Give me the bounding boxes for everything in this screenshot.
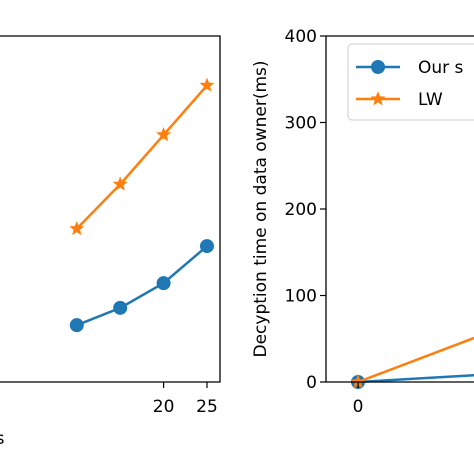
right-y-tick-label-3: 300	[285, 114, 317, 134]
legend-swatch-marker-1	[370, 91, 386, 106]
right-y-axis-label: Decyption time on data owner(ms)	[251, 60, 271, 357]
right-y-tick-label-2: 200	[285, 200, 317, 220]
left-series-0-point-3	[199, 239, 214, 254]
left-series-1-point-2	[156, 126, 172, 142]
left-x-tick-label-0: 20	[153, 397, 175, 417]
left-x-axis-label: s	[0, 429, 5, 449]
left-series-1-point-3	[199, 77, 215, 92]
legend: Our s LW	[347, 43, 474, 121]
left-series-0-point-2	[156, 276, 171, 291]
right-y-tick-label-0: 0	[306, 373, 317, 393]
left-series-1-line	[75, 84, 208, 230]
right-x-tick-label-0: 0	[353, 397, 364, 417]
right-series-1-line	[357, 336, 474, 384]
right-chart-panel: 0 100 200 300 400 0 Decyption time on data ow…	[251, 27, 474, 417]
left-series-0-line	[76, 245, 208, 327]
legend-swatch-marker-0	[371, 60, 385, 74]
right-y-tick-label-1: 100	[285, 287, 317, 307]
right-series-0-line	[357, 373, 474, 384]
legend-box	[347, 43, 474, 121]
left-plot-area: 20 25	[0, 35, 221, 417]
left-series-0-point-0	[69, 318, 84, 333]
right-y-tick-label-4: 400	[285, 27, 317, 47]
left-series-1-point-0	[69, 220, 85, 236]
left-series-0-point-1	[113, 300, 128, 315]
legend-label-0: Our s	[418, 58, 464, 78]
left-plot-frame	[0, 35, 221, 383]
left-series-1-point-1	[112, 176, 128, 191]
right-plot-area: 0 100 200 300 400 0	[285, 27, 474, 417]
left-x-tick-label-1: 25	[196, 397, 218, 417]
legend-label-1: LW	[418, 90, 443, 110]
